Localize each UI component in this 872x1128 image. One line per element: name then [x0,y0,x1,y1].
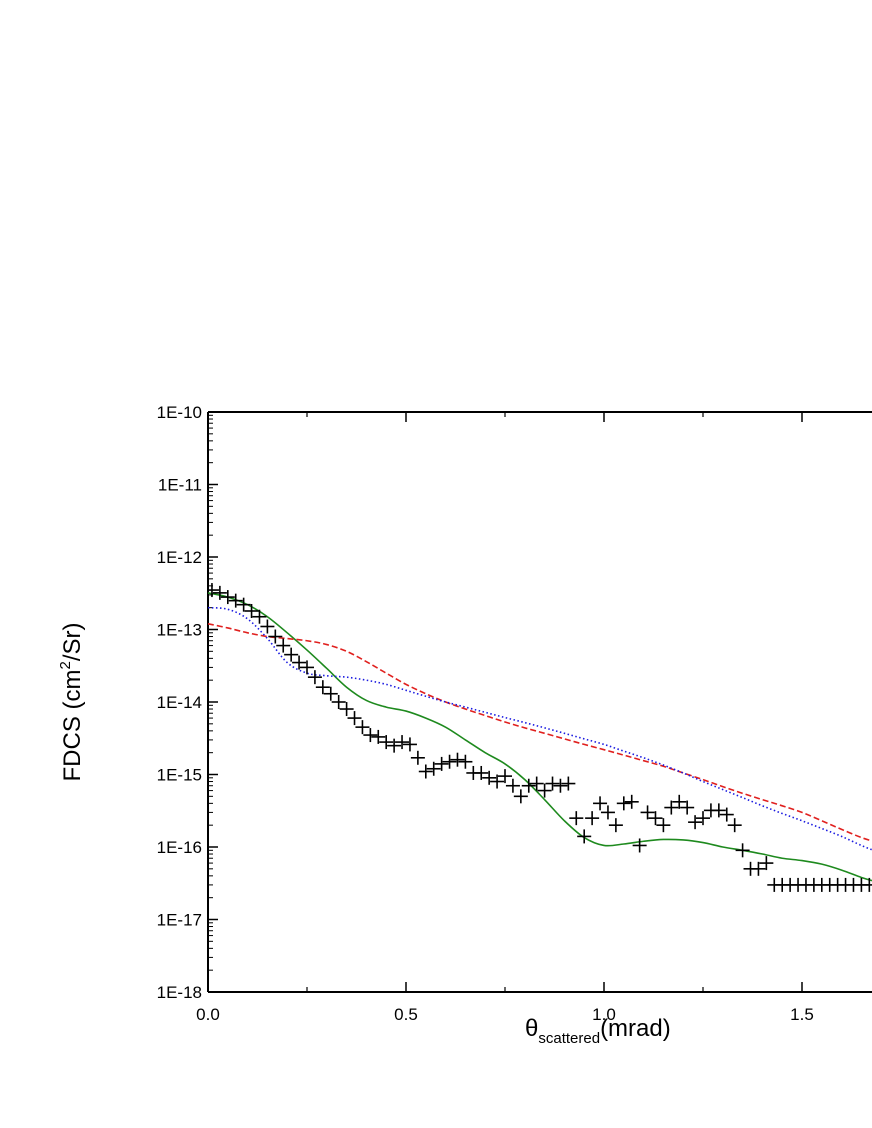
data-point-marker [498,769,512,784]
data-point-marker [276,638,291,653]
data-point-marker [505,778,520,793]
data-point-marker [735,843,750,858]
data-point-marker [363,728,378,743]
data-point-marker [529,776,544,791]
data-point-marker [331,695,346,709]
data-point-marker [513,789,528,804]
data-point-marker [680,800,695,815]
data-point-marker [284,647,299,662]
data-point-marker [442,754,457,769]
x-tick-label: 1.0 [592,1005,616,1024]
data-point-marker [537,783,552,798]
data-point-marker [561,776,576,791]
data-point-marker [585,811,600,826]
y-tick-label: 1E-14 [157,693,202,712]
data-point-marker [545,776,560,791]
series-line-dashed [208,622,872,842]
data-point-marker [292,655,307,670]
data-point-marker [244,603,259,618]
data-point-marker [418,764,433,779]
data-point-marker [624,794,639,809]
data-point-marker [355,720,370,735]
y-tick-label: 1E-18 [157,983,202,1002]
x-tick-label: 1.5 [790,1005,814,1024]
x-tick-label: 0.0 [196,1005,220,1024]
data-point-marker [672,794,687,809]
tick-labels: 0.0 0.5 1.0 1.5 1E-18 1E-17 1E-16 1E-15 1E-14 1E-… [157,403,814,1024]
data-point-marker [593,796,608,811]
data-point-marker [347,711,362,726]
data-point-marker [696,811,710,826]
y-tick-label: 1E-11 [158,476,202,495]
data-point-marker [220,590,235,605]
data-point-marker [664,800,679,815]
data-point-marker [608,818,623,833]
y-tick-label: 1E-16 [157,838,202,857]
x-tick-label: 0.5 [394,1005,418,1024]
data-point-marker [315,680,330,695]
data-point-marker [450,752,465,767]
data-point-marker [632,838,647,853]
data-point-marker [474,765,489,780]
data-point-marker [268,629,283,644]
data-point-marker [371,729,386,744]
y-tick-label: 1E-15 [157,766,202,785]
axis-ticks [207,411,803,993]
data-point-marker [252,609,267,624]
data-point-marker [719,807,734,822]
data-point-marker [727,818,742,833]
data-point-marker [458,754,473,769]
data-point-marker [208,583,219,598]
data-point-marker [339,702,354,717]
y-tick-label: 1E-10 [157,403,202,422]
data-point-marker [379,735,394,750]
data-point-marker [387,738,402,753]
data-point-marker [490,774,505,789]
data-point-marker [751,861,766,876]
data-point-marker [426,761,441,776]
data-point-marker [711,803,726,818]
data-point-marker [569,811,584,826]
series-lines [208,592,872,882]
data-point-marker [688,815,703,830]
data-point-marker [228,593,243,608]
data-point-marker [577,829,592,844]
data-point-marker [260,619,275,634]
data-point-marker [521,778,536,793]
x-axis-title-symbol: θ [525,1015,538,1042]
x-axis-title: θscattered(mrad) [525,1015,671,1047]
data-point-marker [616,796,631,811]
x-axis-title-subscript: scattered [538,1030,600,1047]
data-point-marker [553,778,568,793]
data-point-marker [656,818,671,833]
data-point-marker [434,756,449,771]
data-point-marker [640,805,655,820]
data-point-marker [307,670,322,685]
data-point-marker [648,811,663,826]
y-tick-label: 1E-12 [157,548,202,567]
data-point-marker [410,750,425,765]
series-line-solid [208,592,872,882]
data-point-marker [482,770,497,785]
data-point-marker [212,585,227,600]
series-line-dotted [208,606,872,851]
y-axis-title-superscript: 2 [57,661,74,669]
data-point-marker [300,660,314,675]
x-axis-title-unit: (mrad) [600,1015,671,1042]
series-markers [208,583,872,892]
data-point-marker [600,805,615,820]
y-tick-label: 1E-17 [157,911,202,930]
data-point-marker [323,686,338,701]
data-point-marker [236,597,251,612]
data-point-marker [759,856,774,871]
y-axis-title: FDCS (cm2/Sr) [57,623,86,782]
y-axis-title-prefix: FDCS (cm [59,670,86,782]
y-axis-title-suffix: /Sr) [59,623,86,662]
data-point-marker [395,735,410,750]
data-point-marker [862,877,872,892]
data-point-marker [402,737,417,752]
y-tick-label: 1E-13 [157,621,202,640]
